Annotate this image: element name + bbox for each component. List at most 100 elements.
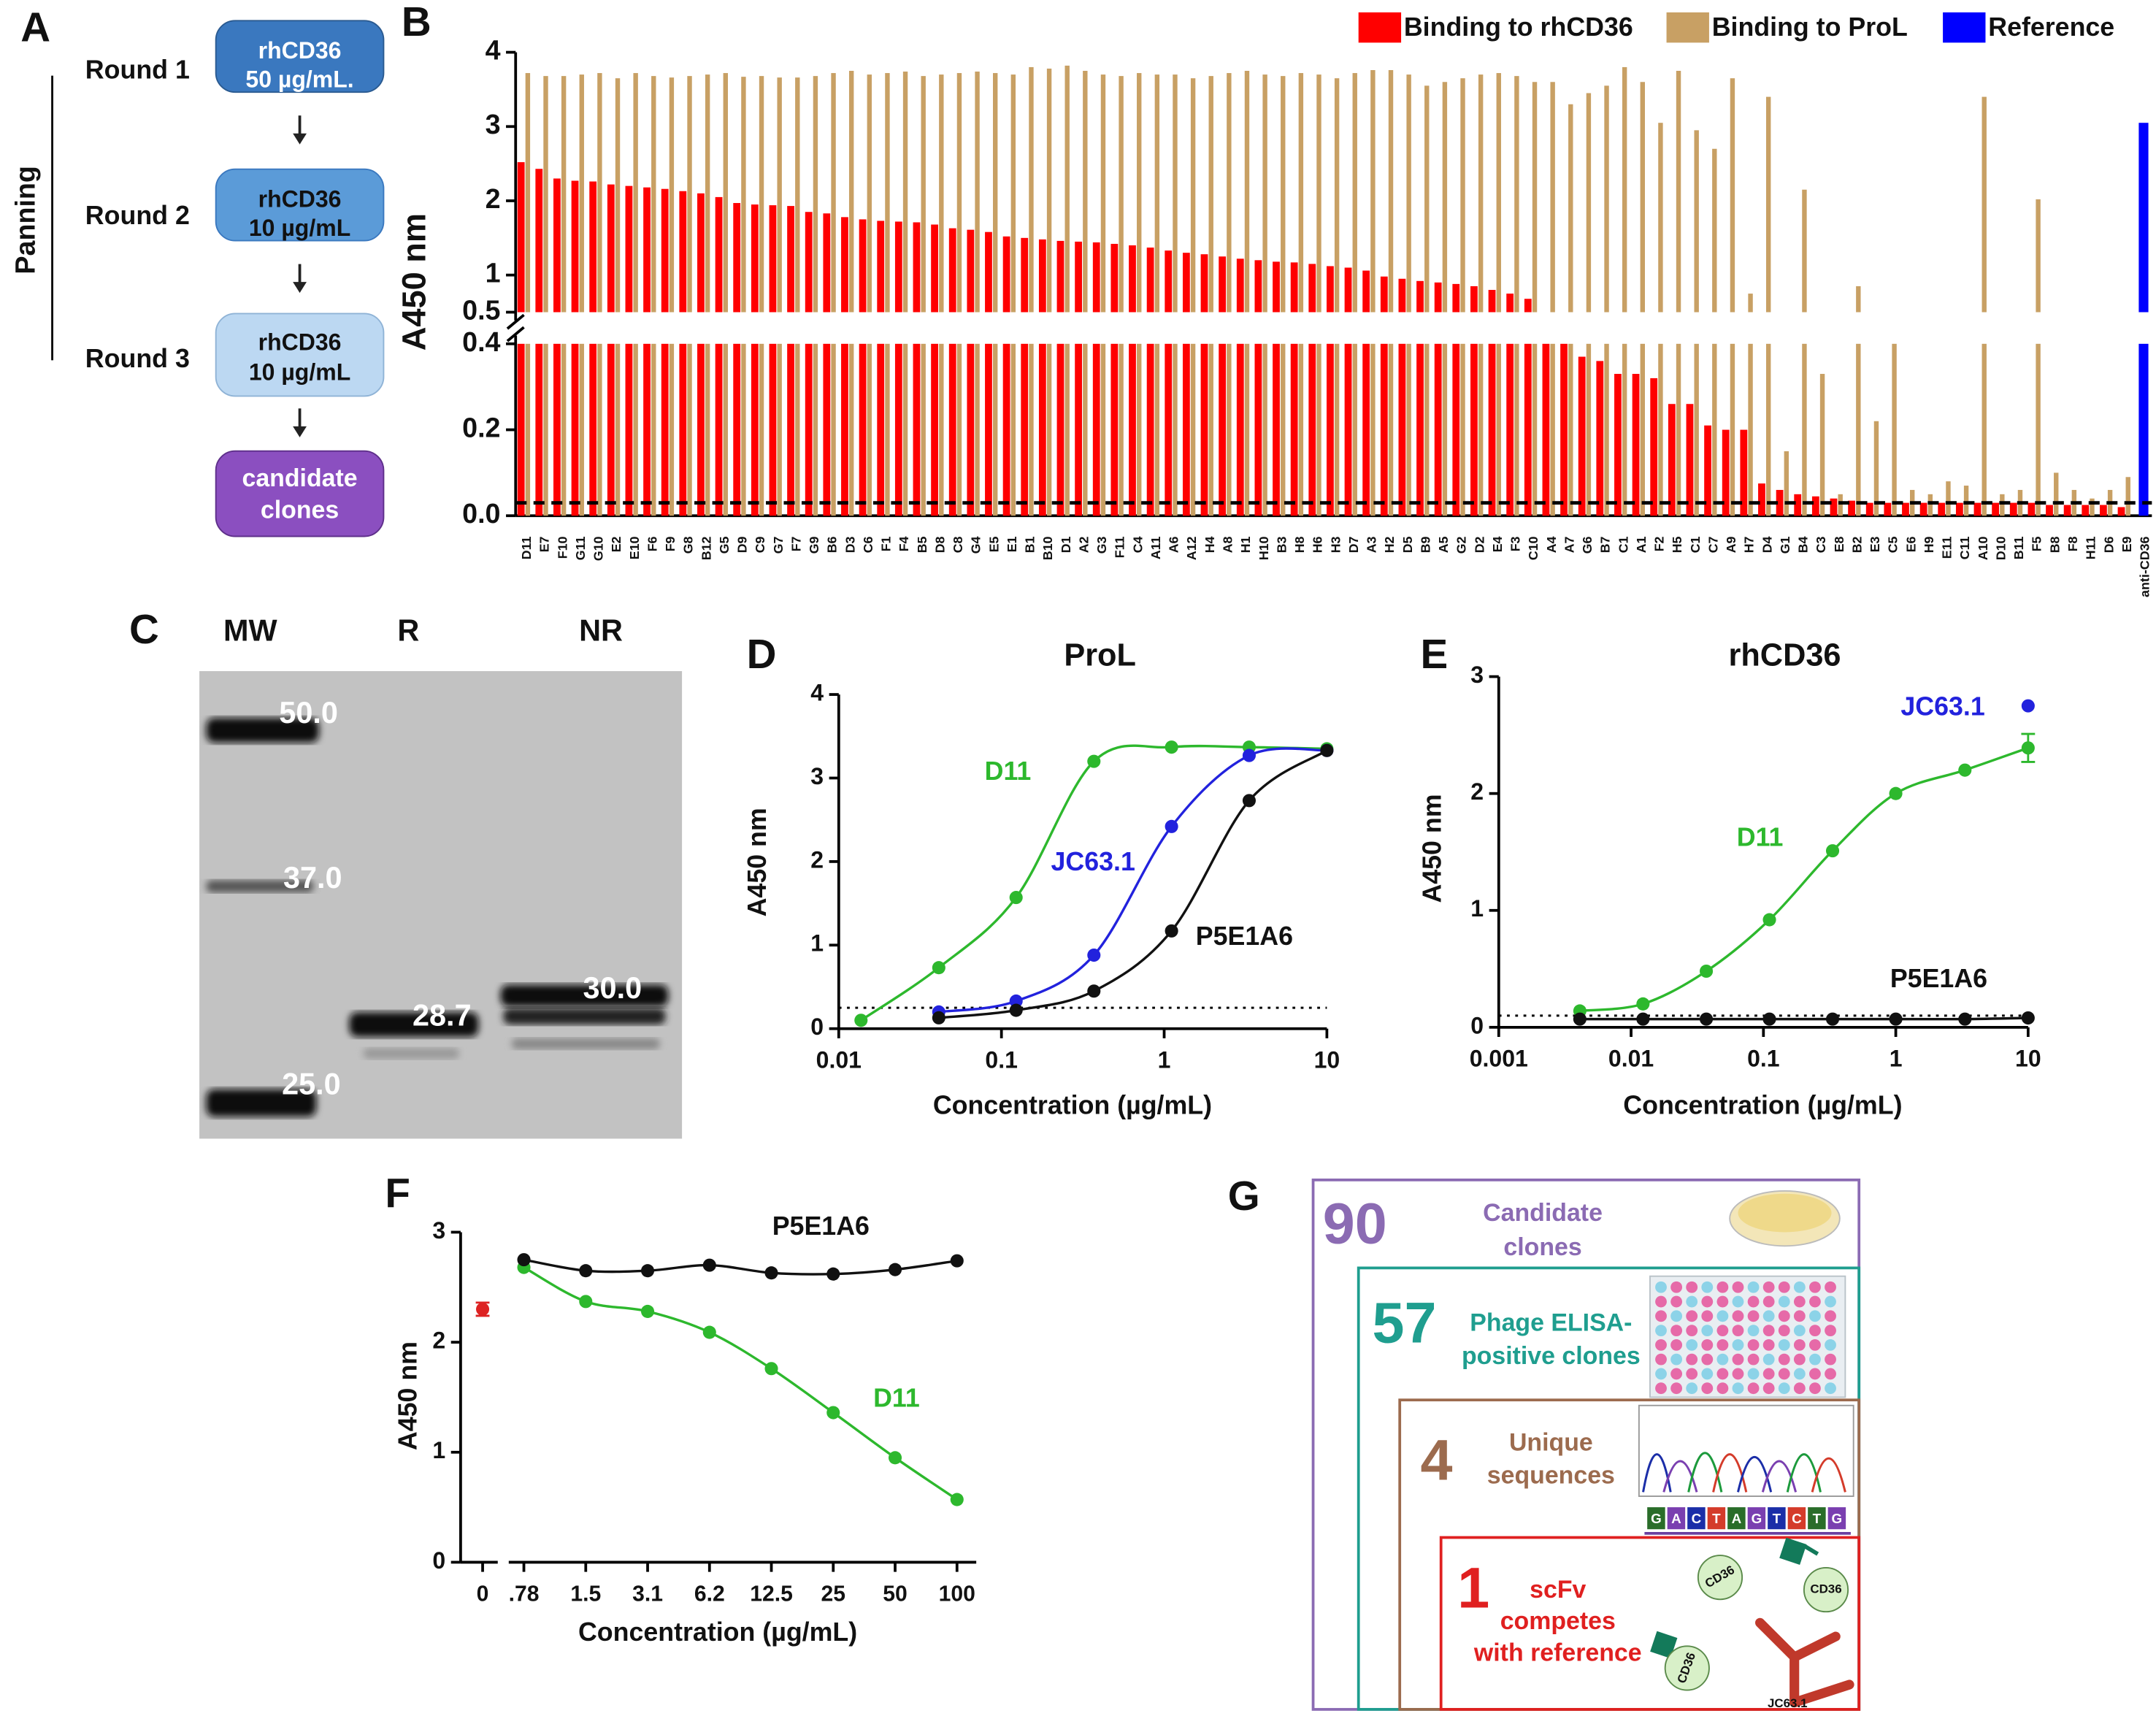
data-point [1762, 913, 1776, 927]
plate-well [1716, 1310, 1729, 1322]
data-point [1242, 748, 1256, 762]
plate-well [1732, 1368, 1744, 1380]
plate-well [1747, 1338, 1760, 1351]
bar [1676, 343, 1681, 516]
plate-well [1778, 1338, 1790, 1351]
x-tick-label: A12 [1184, 536, 1199, 560]
bar [805, 212, 813, 313]
plate-well [1655, 1325, 1667, 1337]
x-tick-label: 10 [2015, 1045, 2041, 1071]
bar [1388, 343, 1394, 516]
plate-well [1701, 1382, 1714, 1395]
x-tick-label: G1 [1778, 536, 1792, 554]
x-tick-label: F7 [789, 536, 803, 551]
level-text: sequences [1487, 1462, 1615, 1490]
x-axis-label: Concentration (µg/mL) [933, 1091, 1212, 1120]
bar [1704, 425, 1711, 516]
bar [1506, 343, 1514, 516]
data-point [475, 1302, 490, 1316]
bar [1416, 343, 1424, 516]
plate-well [1793, 1325, 1806, 1337]
x-tick-label: B4 [1796, 536, 1811, 553]
plate-well [1793, 1382, 1806, 1395]
bar [1722, 429, 1730, 516]
x-tick-label: C1 [1616, 536, 1630, 553]
bar [1514, 343, 1519, 516]
bar [741, 77, 746, 313]
plate-well [1825, 1281, 1836, 1293]
bar [1262, 74, 1267, 313]
bar [2117, 507, 2125, 516]
x-tick-label: 0.01 [1608, 1045, 1654, 1071]
bar [956, 73, 962, 313]
plate-well [1809, 1338, 1821, 1351]
bar [1119, 343, 1124, 516]
plate-well [1762, 1325, 1775, 1337]
bar [1100, 74, 1106, 313]
bar [751, 204, 759, 313]
bar [651, 343, 656, 516]
bar [1308, 343, 1316, 516]
bar [1219, 256, 1227, 313]
antibody-icon [1755, 1617, 1854, 1708]
bar [913, 222, 921, 313]
peak [1761, 1460, 1798, 1493]
plate-well [1655, 1382, 1667, 1395]
plate-well [1747, 1353, 1760, 1365]
plate-well [1809, 1325, 1821, 1337]
bar [1227, 343, 1232, 516]
bar [1165, 250, 1173, 313]
bar [589, 343, 597, 516]
y-tick-label: 1 [486, 258, 501, 288]
bar [1550, 343, 1555, 516]
y-axis-label: A450 nm [1418, 794, 1447, 903]
bar [1973, 502, 1982, 516]
fit-curve [860, 744, 1327, 1022]
bar [1730, 343, 1735, 516]
data-point [517, 1253, 531, 1267]
plate-well [1701, 1368, 1714, 1380]
plate-well [1655, 1368, 1667, 1380]
bar [841, 343, 848, 516]
bar [1182, 343, 1190, 516]
bar [805, 343, 813, 516]
x-tick-label: A8 [1221, 536, 1235, 553]
data-point [640, 1304, 655, 1318]
bar [777, 77, 782, 313]
scfv-icon [1779, 1537, 1819, 1566]
bar [561, 343, 567, 516]
bar [705, 343, 710, 516]
x-tick-label: 6.2 [694, 1582, 725, 1606]
bar [1316, 74, 1321, 313]
chart-title: ProL [1064, 638, 1136, 673]
bar [1290, 262, 1298, 313]
level-text: clones [1503, 1233, 1581, 1261]
bar [2125, 477, 2130, 516]
x-tick-label: C3 [1814, 536, 1828, 553]
plate-well [1825, 1310, 1836, 1322]
x-tick-label: C10 [1526, 536, 1541, 560]
x-tick-label: H10 [1257, 536, 1271, 560]
level-text: competes [1500, 1607, 1616, 1635]
series-label: D11 [873, 1384, 920, 1413]
plate-well [1716, 1382, 1729, 1395]
chromatogram-peaks [1642, 1452, 1846, 1493]
x-tick-label: E6 [1903, 536, 1918, 552]
bar [643, 343, 651, 516]
series-label: D11 [985, 757, 1032, 786]
x-tick-label: 100 [939, 1582, 975, 1606]
sequence-letter: A [1671, 1511, 1681, 1526]
x-tick-label: F9 [663, 536, 678, 551]
x-tick-label: C6 [861, 536, 875, 553]
bar [561, 76, 567, 313]
bar [769, 343, 777, 516]
bar [1100, 343, 1106, 516]
bar [571, 180, 579, 313]
bar [1146, 248, 1154, 313]
bar [525, 73, 531, 313]
bar [1165, 343, 1173, 516]
cd36-icon [1697, 1555, 1743, 1601]
plate-well [1778, 1310, 1790, 1322]
plate-well [1825, 1338, 1836, 1351]
x-tick-label: A1 [1634, 536, 1649, 553]
